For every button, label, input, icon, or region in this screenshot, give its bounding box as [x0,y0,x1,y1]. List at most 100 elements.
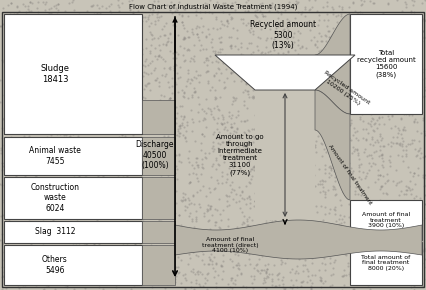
Point [37,274,44,278]
Point [250,165,257,169]
Point [204,79,211,83]
Point [380,261,386,265]
Point [339,163,345,168]
Point [250,155,256,160]
Point [383,1,390,6]
Point [98,272,104,277]
Point [95,59,101,63]
Point [360,72,367,77]
Point [154,267,161,272]
Point [188,27,195,32]
Point [351,258,357,262]
Point [222,193,229,197]
Point [155,282,161,287]
Point [397,233,404,238]
Point [284,50,291,54]
Point [142,37,149,41]
Point [71,280,78,284]
Point [290,176,296,181]
Point [11,211,17,215]
Point [184,68,191,72]
Point [16,9,23,14]
Point [118,72,125,77]
Point [115,91,121,96]
Point [215,77,222,82]
Point [142,109,149,114]
Point [414,68,421,72]
Point [29,209,36,213]
Point [223,204,230,208]
Point [100,190,106,194]
Point [4,201,11,206]
Point [228,1,235,6]
Point [229,197,236,202]
Point [392,0,399,2]
Point [93,275,100,280]
Point [417,48,424,53]
Point [62,8,69,13]
Point [130,10,136,15]
Point [254,174,261,179]
Point [413,173,420,178]
Point [152,244,158,248]
Point [190,89,197,94]
Point [308,23,315,28]
Point [279,107,286,112]
Point [328,5,335,10]
Point [258,213,265,217]
Point [130,81,137,86]
Point [317,47,323,52]
Point [297,190,304,194]
Point [126,226,133,231]
Point [167,200,174,204]
Polygon shape [314,14,349,114]
Point [175,124,182,129]
Point [201,134,207,138]
Point [15,285,22,290]
Point [135,171,142,175]
Point [0,265,6,270]
Point [350,287,357,290]
Point [0,240,6,245]
Point [81,19,88,24]
Point [27,31,34,35]
Point [173,110,180,115]
Point [329,163,336,167]
Point [144,256,150,260]
Point [389,76,396,81]
Point [138,118,145,123]
Point [82,241,89,246]
Point [233,273,239,277]
Point [1,197,8,202]
Point [368,229,375,233]
Point [268,101,275,105]
Point [62,132,69,137]
Point [409,138,416,142]
Point [33,138,40,143]
Point [366,90,373,94]
Point [325,171,331,176]
Point [395,101,402,105]
Point [119,264,126,269]
Point [296,30,303,35]
Point [112,105,119,109]
Point [298,114,305,118]
Point [14,203,21,208]
Point [106,75,113,80]
Point [340,96,347,101]
Point [83,259,90,264]
Point [40,287,46,290]
Point [406,260,413,264]
Point [255,175,262,180]
Point [10,83,17,88]
Point [354,151,361,155]
Point [389,255,396,260]
Point [357,99,363,104]
Point [1,160,8,165]
Point [409,92,415,97]
Point [207,203,213,208]
Point [260,267,267,272]
Point [341,129,348,133]
Point [111,95,118,100]
Point [250,265,257,270]
